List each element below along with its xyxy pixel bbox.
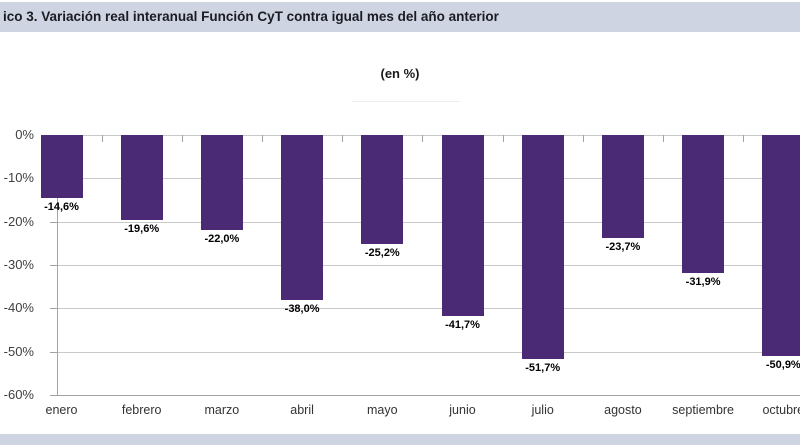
bar — [521, 135, 564, 360]
x-axis-tick — [422, 135, 424, 142]
bar-value-label: -41,7% — [445, 318, 480, 331]
bar — [682, 135, 725, 274]
divider-line — [352, 101, 460, 102]
y-axis-label: -30% — [3, 257, 34, 272]
x-axis-label: julio — [531, 403, 554, 417]
gridline — [57, 178, 800, 180]
x-axis-label: octubre — [762, 403, 800, 417]
bar — [120, 135, 163, 220]
y-axis-label: -20% — [3, 213, 34, 229]
bar — [281, 135, 324, 300]
x-axis-tick — [663, 135, 664, 142]
y-axis-tick — [50, 221, 57, 223]
bar-value-label: -31,9% — [685, 276, 721, 289]
x-axis-label: agosto — [604, 403, 642, 417]
x-axis-label: septiembre — [672, 403, 735, 417]
y-axis-tick — [50, 395, 57, 396]
x-axis-tick — [342, 135, 344, 142]
x-axis-tick — [181, 135, 183, 142]
gridline — [57, 351, 800, 353]
y-axis-label: 0% — [15, 127, 34, 142]
gridline — [57, 308, 800, 310]
x-axis-tick — [101, 135, 103, 142]
bar — [200, 135, 243, 231]
x-axis-label: junio — [449, 403, 476, 417]
gridline — [57, 135, 800, 136]
x-axis-label: febrero — [121, 403, 162, 417]
gridline — [57, 221, 800, 223]
footer-band — [0, 434, 800, 445]
x-axis-tick — [582, 135, 584, 142]
x-axis-label: mayo — [367, 403, 398, 417]
bar — [601, 135, 644, 238]
y-axis-line — [57, 135, 58, 396]
y-axis-label: -10% — [3, 170, 34, 186]
x-axis-label: marzo — [204, 403, 240, 417]
bar-value-label: -22,0% — [204, 233, 240, 246]
y-axis-tick — [50, 351, 57, 353]
x-axis-label: abril — [290, 403, 314, 417]
x-axis-tick — [743, 135, 745, 142]
x-axis-tick — [502, 135, 504, 142]
y-axis-label: -40% — [3, 300, 34, 316]
y-axis-label: -60% — [3, 387, 34, 402]
bar-value-label: -25,2% — [364, 247, 400, 260]
chart-title: ico 3. Variación real interanual Función… — [3, 9, 499, 24]
gridline — [57, 395, 800, 396]
y-axis-tick — [50, 265, 57, 266]
bar — [762, 135, 800, 356]
gridline — [57, 265, 800, 266]
chart-subtitle: (en %) — [380, 66, 420, 81]
bar-value-label: -38,0% — [284, 302, 320, 315]
y-axis-label: -50% — [3, 343, 34, 359]
bar — [441, 135, 484, 316]
x-axis-tick — [262, 135, 263, 142]
x-axis-label: enero — [45, 403, 78, 417]
bar-value-label: -51,7% — [525, 362, 561, 375]
bar-value-label: -50,9% — [765, 358, 800, 371]
bar — [40, 135, 83, 199]
bar-value-label: -19,6% — [124, 222, 160, 235]
bar — [361, 135, 404, 245]
bar-value-label: -14,6% — [44, 201, 79, 214]
y-axis-tick — [50, 308, 57, 310]
bar-value-label: -23,7% — [605, 240, 641, 253]
chart-title-band: ico 3. Variación real interanual Función… — [0, 2, 800, 32]
